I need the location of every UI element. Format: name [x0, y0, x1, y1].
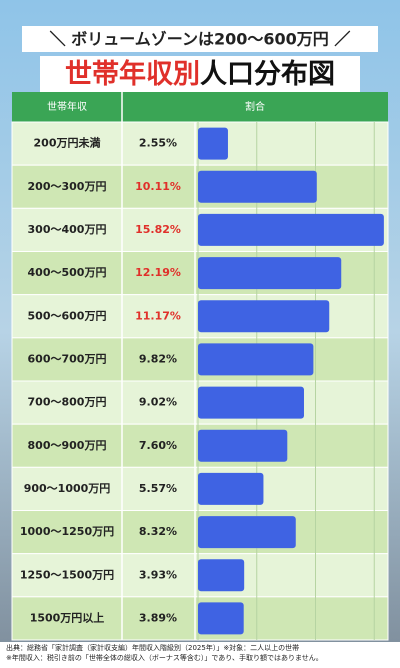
value-label: 2.55%: [139, 137, 177, 150]
category-label: 1500万円以上: [30, 610, 105, 624]
chart-title: 世帯年収別人口分布図: [65, 58, 335, 90]
bar: [198, 170, 317, 203]
value-label: 9.02%: [139, 396, 177, 409]
bar: [198, 300, 330, 333]
bar: [198, 472, 264, 505]
category-label: 500〜600万円: [28, 309, 107, 322]
category-label: 1250〜1500万円: [20, 568, 114, 581]
category-label: 400〜500万円: [28, 266, 107, 279]
value-label: 8.32%: [139, 525, 177, 538]
value-label: 10.11%: [135, 180, 181, 193]
category-label: 700〜800万円: [28, 396, 107, 409]
category-label: 900〜1000万円: [24, 482, 111, 495]
category-label: 300〜400万円: [28, 223, 107, 236]
bar: [198, 257, 342, 290]
value-label: 9.82%: [139, 352, 177, 365]
title-rest: 人口分布図: [200, 59, 335, 90]
headline: ＼ ボリュームゾーンは200〜600万円 ／: [50, 30, 351, 49]
column-header: 割合: [245, 100, 265, 113]
bar: [198, 343, 314, 376]
bar: [198, 602, 244, 635]
notes-box: [0, 642, 400, 664]
value-label: 3.89%: [139, 611, 177, 624]
bar: [198, 429, 288, 462]
category-label: 800〜900万円: [28, 439, 107, 452]
value-label: 5.57%: [139, 482, 177, 495]
value-label: 11.17%: [135, 309, 181, 322]
bar: [198, 127, 228, 160]
column-header: 世帯年収: [47, 100, 87, 113]
bar: [198, 559, 245, 592]
note: ※年間収入：税引き前の「世帯全体の総収入（ボーナス等含む）」であり、手取り額では…: [6, 653, 323, 662]
bar: [198, 386, 304, 419]
bar: [198, 213, 384, 246]
category-label: 1000〜1250万円: [20, 525, 114, 538]
value-label: 15.82%: [135, 223, 181, 236]
bar: [198, 516, 296, 549]
headline-box: [22, 26, 378, 52]
category-label: 200〜300万円: [28, 180, 107, 193]
title-highlight: 世帯年収別: [65, 58, 200, 90]
title-box: [40, 56, 360, 92]
category-label: 600〜700万円: [28, 352, 107, 365]
category-label: 200万円未満: [34, 136, 101, 150]
note: 出典：総務省「家計調査（家計収支編）年間収入階級別（2025年）」※対象：二人以…: [6, 643, 299, 652]
table-header: [12, 92, 388, 122]
value-label: 3.93%: [139, 568, 177, 581]
value-label: 7.60%: [139, 439, 177, 452]
value-label: 12.19%: [135, 266, 181, 279]
